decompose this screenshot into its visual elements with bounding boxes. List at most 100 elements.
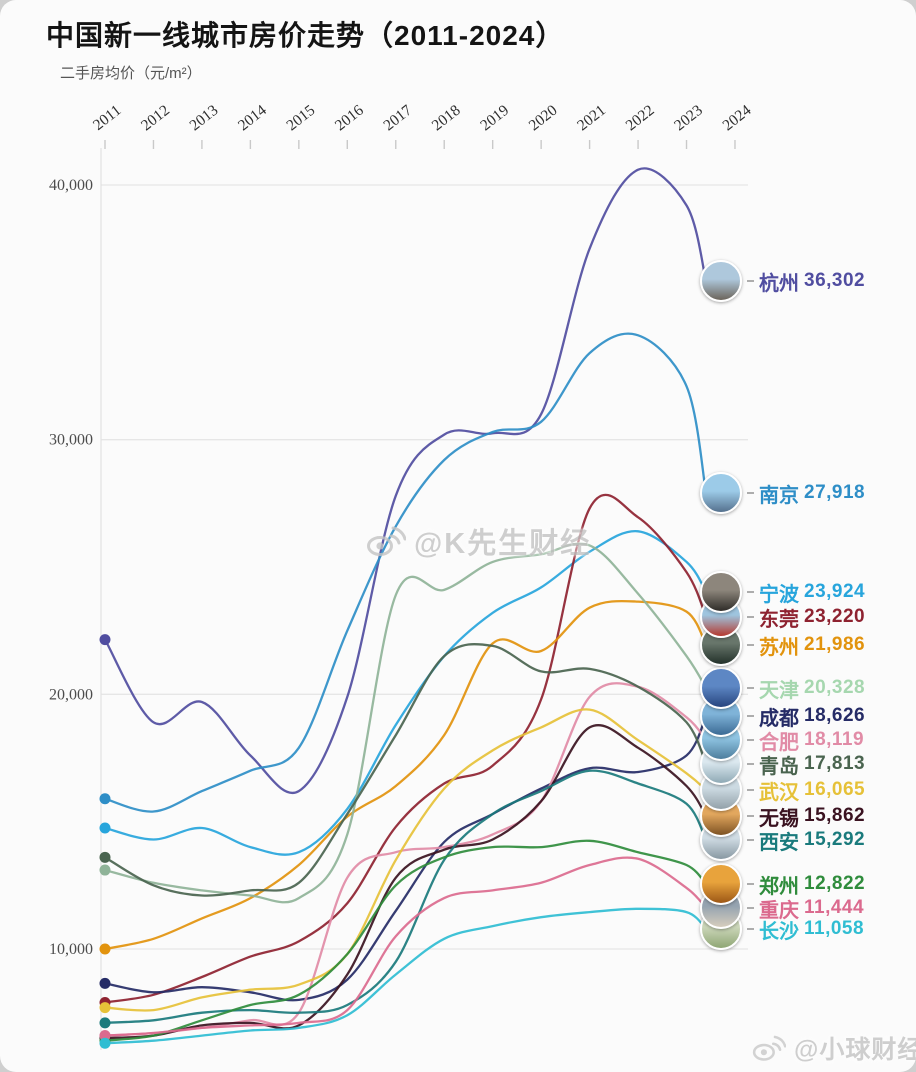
- y-axis-tick-label: 40,000: [49, 177, 93, 194]
- city-end-label-row: 武汉 16,065: [700, 769, 866, 811]
- x-axis-year-label: 2016: [332, 102, 367, 135]
- city-name: 宁波: [759, 583, 799, 606]
- watermark-corner-text: @小球财经: [794, 1036, 916, 1064]
- series-start-dot-南京: [99, 793, 111, 805]
- city-end-label-row: 成都 18,626: [700, 695, 866, 737]
- x-axis-year-label: 2019: [477, 102, 512, 135]
- city-final-price: 11,058: [804, 918, 865, 939]
- label-connector-tick: [747, 280, 754, 282]
- series-line-长沙: [103, 907, 708, 1045]
- city-end-label-row: 南京 27,918: [700, 472, 866, 514]
- label-connector-tick: [747, 839, 754, 841]
- city-final-price: 21,986: [804, 634, 866, 655]
- series-start-dot-武汉: [99, 1002, 111, 1014]
- city-final-price: 16,065: [804, 779, 866, 800]
- label-connector-tick: [747, 591, 754, 593]
- series-start-dot-青岛: [99, 851, 111, 863]
- series-line-苏州: [103, 599, 708, 951]
- city-name: 天津: [759, 679, 799, 702]
- y-axis-tick-label: 20,000: [49, 686, 93, 703]
- city-end-label-row: 西安 15,292: [700, 819, 866, 861]
- series-line-宁波: [103, 530, 708, 856]
- series-line-郑州: [103, 839, 708, 1042]
- city-end-label-row: 合肥 18,119: [700, 719, 865, 761]
- label-connector-tick: [747, 883, 754, 885]
- series-line-东莞: [103, 493, 708, 1004]
- x-axis-year-label: 2011: [90, 102, 124, 134]
- series-line-西安: [103, 769, 708, 1024]
- x-axis-year-label: 2013: [186, 102, 221, 135]
- series-start-dot-苏州: [99, 943, 111, 955]
- city-avatar-西安: [700, 819, 742, 861]
- city-final-price: 18,119: [804, 729, 865, 750]
- weibo-icon: [752, 1034, 786, 1062]
- series-start-dot-西安: [99, 1017, 111, 1029]
- city-final-price: 18,626: [804, 705, 866, 726]
- city-avatar-武汉: [700, 769, 742, 811]
- city-end-label-row: 无锡 15,862: [700, 795, 866, 837]
- city-avatar-杭州: [700, 260, 742, 302]
- city-end-label-row: 杭州 36,302: [700, 260, 866, 302]
- city-avatar-成都: [700, 695, 742, 737]
- weibo-icon: [366, 525, 406, 557]
- city-name: 无锡: [759, 807, 799, 830]
- city-avatar-重庆: [700, 887, 742, 929]
- city-end-label-row: 长沙 11,058: [700, 908, 865, 950]
- city-end-label-row: 宁波 23,924: [700, 571, 866, 613]
- label-connector-tick: [747, 928, 754, 930]
- series-line-南京: [103, 332, 708, 813]
- x-axis-year-label: 2018: [429, 102, 464, 135]
- series-start-dot-杭州: [99, 634, 111, 646]
- y-axis-tick-label: 30,000: [49, 432, 93, 449]
- city-avatar-天津: [700, 667, 742, 709]
- series-line-杭州: [103, 167, 708, 795]
- city-final-price: 27,918: [804, 482, 866, 503]
- series-line-成都: [103, 714, 708, 1002]
- city-final-price: 15,292: [804, 829, 866, 850]
- series-start-dot-无锡: [99, 1032, 111, 1044]
- series-start-dot-成都: [99, 977, 111, 989]
- label-connector-tick: [747, 789, 754, 791]
- city-avatar-郑州: [700, 863, 742, 905]
- city-name: 重庆: [759, 899, 799, 922]
- x-axis-year-label: 2017: [380, 102, 415, 135]
- city-final-price: 23,220: [804, 606, 866, 627]
- series-line-无锡: [103, 724, 708, 1040]
- y-axis-tick-label: 10,000: [49, 941, 93, 958]
- x-axis-year-label: 2023: [671, 102, 706, 135]
- series-line-天津: [103, 542, 708, 904]
- label-connector-tick: [747, 616, 754, 618]
- city-avatar-长沙: [700, 908, 742, 950]
- city-avatar-南京: [700, 472, 742, 514]
- city-final-price: 23,924: [804, 581, 866, 602]
- city-final-price: 15,862: [804, 805, 866, 826]
- series-line-武汉: [103, 708, 708, 1012]
- city-end-label-row: 东莞 23,220: [700, 596, 866, 638]
- city-avatar-无锡: [700, 795, 742, 837]
- series-start-dot-天津: [99, 864, 111, 876]
- label-connector-tick: [747, 815, 754, 817]
- city-final-price: 36,302: [804, 270, 866, 291]
- label-connector-tick: [747, 644, 754, 646]
- city-avatar-青岛: [700, 743, 742, 785]
- label-connector-tick: [747, 763, 754, 765]
- series-start-dot-重庆: [99, 1030, 111, 1042]
- city-name: 东莞: [759, 608, 799, 631]
- city-name: 青岛: [759, 755, 799, 778]
- city-avatar-苏州: [700, 624, 742, 666]
- city-name: 合肥: [759, 731, 799, 754]
- page-title: 中国新一线城市房价走势（2011-2024）: [46, 20, 565, 51]
- label-connector-tick: [747, 492, 754, 494]
- x-axis-year-label: 2015: [283, 102, 318, 135]
- city-name: 成都: [759, 707, 799, 730]
- x-axis-year-label: 2021: [574, 102, 609, 134]
- city-name: 苏州: [759, 636, 799, 659]
- city-avatar-合肥: [700, 719, 742, 761]
- x-axis-year-label: 2014: [235, 102, 270, 135]
- series-start-dot-合肥: [99, 1030, 111, 1042]
- city-end-label-row: 天津 20,328: [700, 667, 865, 709]
- x-axis-year-label: 2022: [623, 102, 658, 134]
- series-start-dot-郑州: [99, 1035, 111, 1047]
- city-name: 郑州: [759, 875, 799, 898]
- city-final-price: 17,813: [804, 753, 866, 774]
